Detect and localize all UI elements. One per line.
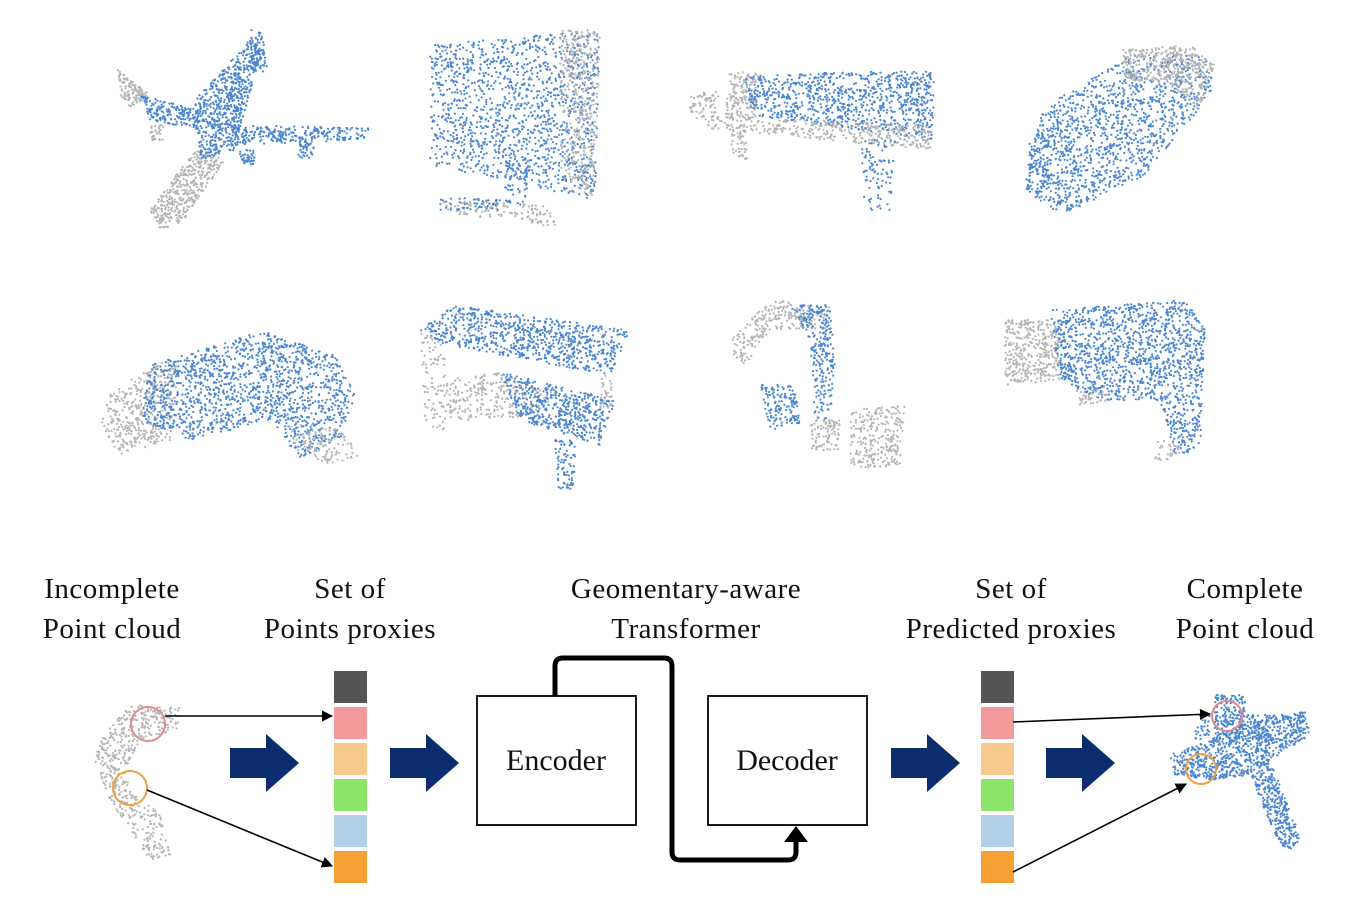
flow-arrows — [230, 734, 1115, 792]
predicted-label-line2: Predicted proxies — [906, 613, 1117, 645]
incomplete-orange-circle — [112, 770, 148, 806]
proxy-cell — [981, 779, 1014, 811]
proxy-cell — [981, 815, 1014, 847]
big-arrow-3 — [891, 734, 960, 792]
incomplete-label-line1: Incomplete — [44, 573, 179, 605]
complete-pink-circle — [1211, 700, 1243, 732]
transformer-label-line2: Transformer — [611, 613, 760, 645]
sofa-point-cloud — [101, 332, 359, 464]
gun-point-cloud — [1003, 299, 1206, 461]
bench-point-cloud — [688, 70, 935, 211]
big-arrow-4 — [1046, 734, 1115, 792]
proxy-cell — [981, 707, 1014, 739]
big-arrow-1 — [230, 734, 299, 792]
complete-label-line2: Point cloud — [1176, 613, 1314, 645]
link-proxy-to-orange — [1012, 783, 1187, 873]
lamp-point-cloud — [1025, 45, 1215, 212]
encoder-box — [476, 695, 637, 826]
incomplete-pink-circle — [130, 706, 166, 742]
predicted-proxies-stack — [981, 671, 1014, 883]
encoder-decoder-connector — [552, 655, 799, 863]
proxy-cell — [981, 671, 1014, 703]
big-arrow-2 — [390, 734, 459, 792]
proxy-cell — [334, 815, 367, 847]
airplane-point-cloud — [117, 29, 370, 229]
encoder-label: Encoder — [506, 744, 606, 777]
proxy-cell — [334, 743, 367, 775]
proxy-cell — [334, 851, 367, 883]
link-proxy-to-pink — [1012, 708, 1212, 723]
complete-point-cloud — [1169, 694, 1310, 850]
decoder-box — [707, 695, 868, 826]
proxy-cell — [334, 779, 367, 811]
complete-label-line1: Complete — [1187, 573, 1304, 605]
proxy-cell — [334, 671, 367, 703]
proxies-label-line1: Set of — [314, 573, 385, 605]
decoder-label: Decoder — [736, 744, 838, 777]
points-proxies-stack — [334, 671, 367, 883]
shape-gallery — [101, 29, 1215, 490]
proxy-cell — [981, 743, 1014, 775]
link-orange-to-proxy — [146, 789, 334, 868]
incomplete-point-cloud — [94, 704, 180, 861]
faucet-point-cloud — [731, 300, 906, 469]
monitor-point-cloud — [429, 29, 601, 227]
pipeline-labels: Incomplete Point cloud Set of Points pro… — [43, 573, 1314, 645]
predicted-label-line1: Set of — [975, 573, 1046, 605]
proxies-label-line2: Points proxies — [264, 613, 436, 645]
proxy-cell — [981, 851, 1014, 883]
transformer-label-line1: Geomentary-aware — [571, 573, 801, 605]
proxy-cell — [334, 707, 367, 739]
complete-orange-circle — [1185, 753, 1217, 785]
incomplete-label-line2: Point cloud — [43, 613, 181, 645]
connector-arrowhead — [784, 826, 808, 842]
table-point-cloud — [420, 305, 629, 490]
